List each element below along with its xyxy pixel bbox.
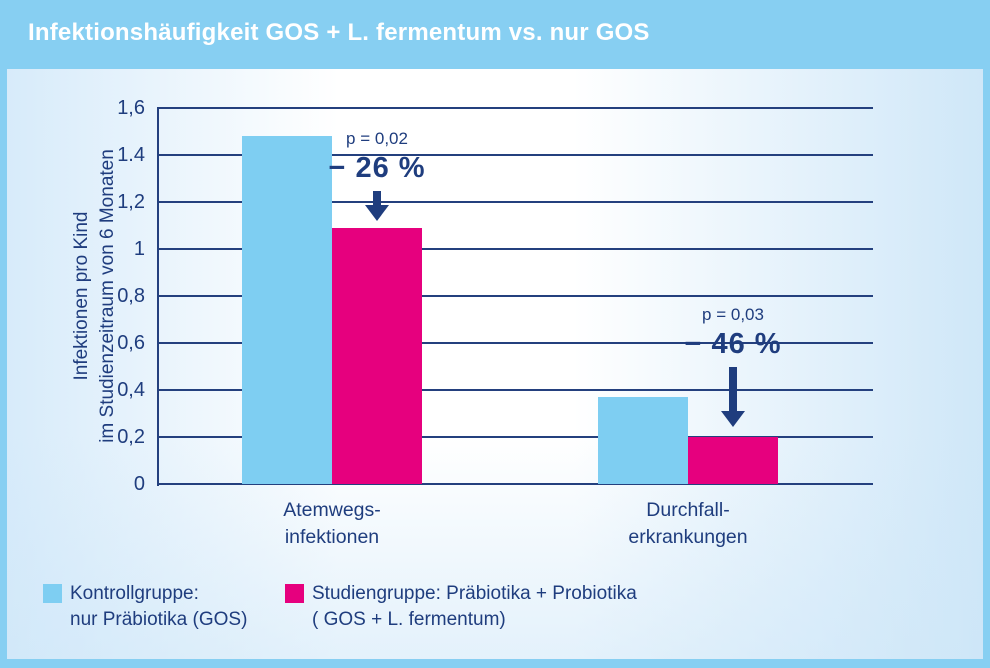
y-axis-label-line1: Infektionen pro Kind — [71, 211, 92, 381]
chart-title: Infektionshäufigkeit GOS + L. fermentum … — [28, 19, 650, 46]
down-arrow-icon — [623, 367, 843, 427]
arrow-head — [365, 205, 389, 221]
bar-kontrollgruppe-atemwegsinfektionen — [242, 136, 332, 484]
gridline — [157, 107, 873, 109]
legend-label-kontrollgruppe: Kontrollgruppe: nur Präbiotika (GOS) — [70, 581, 247, 633]
legend-item-studiengruppe: Studiengruppe: Präbiotika + Probiotika (… — [285, 581, 637, 633]
gridline — [157, 342, 873, 344]
arrow-head — [721, 411, 745, 427]
gridline — [157, 389, 873, 391]
y-axis-line — [157, 108, 159, 486]
gridline — [157, 201, 873, 203]
gridline — [157, 248, 873, 250]
category-label-line2: erkrankungen — [628, 526, 748, 548]
category-label-line1: Atemwegs- — [283, 499, 381, 521]
bar-studiengruppe-durchfallerkrankungen — [688, 437, 778, 484]
category-label-durchfallerkrankungen: Durchfall- erkrankungen — [628, 497, 747, 551]
gridline — [157, 436, 873, 438]
reduction-percent-label: − 26 % — [328, 152, 426, 184]
category-label-line1: Durchfall- — [646, 499, 730, 521]
y-tick-label: 0,2 — [117, 426, 145, 448]
legend-label-line1: Studiengruppe: Präbiotika + Probiotika — [312, 583, 637, 604]
plot-area: p = 0,02 − 26 % p = 0,03 − 46 % 1,6 1.4 1,… — [117, 97, 873, 495]
legend-swatch-pink — [285, 584, 304, 603]
y-tick-label: 1.4 — [117, 144, 145, 166]
bar-studiengruppe-atemwegsinfektionen — [332, 228, 422, 484]
y-tick-label: 0,6 — [117, 332, 145, 354]
p-value-label: p = 0,02 — [346, 129, 408, 148]
y-tick-label: 1,2 — [117, 191, 145, 213]
annotation-atemwegsinfektionen: p = 0,02 − 26 % — [267, 128, 487, 221]
legend-label-line1: Kontrollgruppe: — [70, 583, 199, 604]
legend-item-kontrollgruppe: Kontrollgruppe: nur Präbiotika (GOS) — [43, 581, 247, 633]
y-tick-label: 0 — [133, 473, 145, 495]
arrow-stem — [373, 191, 381, 205]
reduction-percent-label: − 46 % — [684, 328, 782, 360]
down-arrow-icon — [267, 191, 487, 221]
gridline — [157, 295, 873, 297]
bar-kontrollgruppe-durchfallerkrankungen — [598, 397, 688, 484]
p-value-label: p = 0,03 — [702, 305, 764, 324]
gridline — [157, 483, 873, 485]
annotation-durchfallerkrankungen: p = 0,03 − 46 % — [623, 304, 843, 427]
arrow-stem — [729, 367, 737, 411]
category-label-atemwegsinfektionen: Atemwegs- infektionen — [283, 497, 381, 551]
gridline — [157, 154, 873, 156]
y-tick-label: 1 — [133, 238, 145, 260]
category-label-line2: infektionen — [284, 526, 380, 548]
legend-label-line2: ( GOS + L. fermentum) — [312, 609, 506, 630]
legend-swatch-blue — [43, 584, 62, 603]
y-tick-label: 0,4 — [117, 379, 145, 401]
legend-label-studiengruppe: Studiengruppe: Präbiotika + Probiotika (… — [312, 581, 637, 633]
legend-label-line2: nur Präbiotika (GOS) — [70, 609, 248, 630]
y-tick-label: 1,6 — [117, 97, 145, 119]
chart-card: Infektionen pro Kind im Studienzeitraum … — [7, 69, 983, 659]
y-tick-label: 0,8 — [117, 285, 145, 307]
